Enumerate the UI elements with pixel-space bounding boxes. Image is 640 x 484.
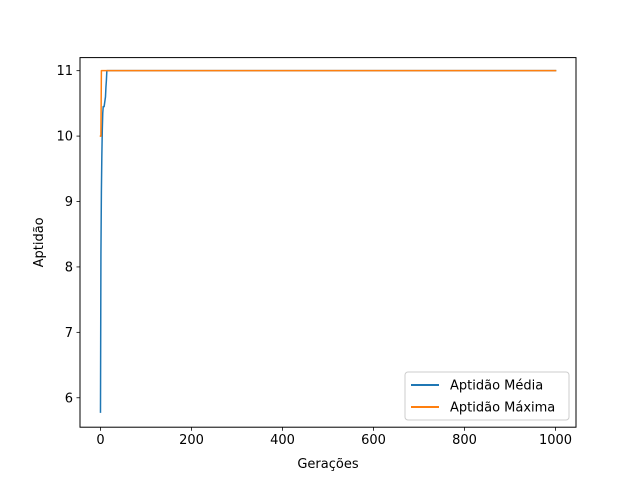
y-tick-label: 10 [56, 130, 73, 145]
series-line-0 [99, 69, 557, 413]
x-tick-label: 0 [96, 433, 104, 448]
x-tick-label: 200 [179, 433, 204, 448]
y-tick-label: 7 [65, 326, 73, 341]
series-layer [99, 69, 557, 413]
x-tick-label: 600 [361, 433, 386, 448]
plot-frame [79, 57, 577, 428]
y-tick-label: 8 [65, 260, 73, 275]
x-tick-label: 400 [270, 433, 295, 448]
y-ticks: 6 7 8 9 10 11 [56, 64, 80, 406]
x-tick-label: 800 [452, 433, 477, 448]
legend-label-aptidao-media: Aptidão Média [450, 379, 543, 394]
legend-label-aptidao-maxima: Aptidão Máxima [450, 401, 555, 416]
series-line-1 [99, 69, 557, 137]
x-ticks: 0 200 400 600 800 1000 [96, 427, 572, 448]
y-tick-label: 11 [56, 64, 73, 79]
y-tick-label: 9 [65, 195, 73, 210]
x-tick-label: 1000 [539, 433, 572, 448]
y-axis-label: Aptidão [32, 217, 47, 267]
y-tick-label: 6 [65, 391, 73, 406]
legend-box [404, 371, 570, 421]
x-axis-label: Gerações [297, 457, 358, 472]
legend: Aptidão Média Aptidão Máxima [404, 371, 570, 421]
